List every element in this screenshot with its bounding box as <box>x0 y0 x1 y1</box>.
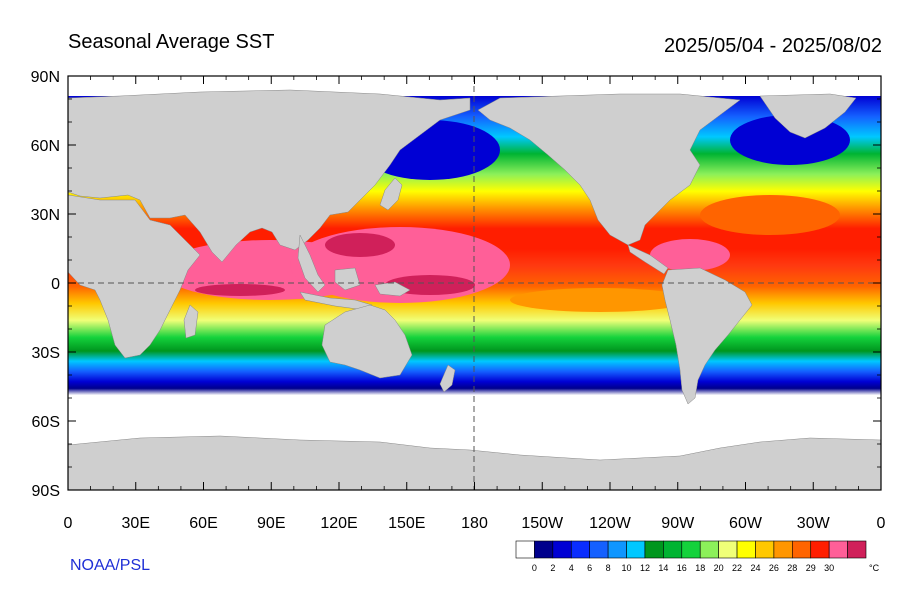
legend-level-label: 14 <box>658 563 668 573</box>
legend-level-label: 30 <box>824 563 834 573</box>
legend-level-label: 24 <box>750 563 760 573</box>
legend-level-label: 16 <box>677 563 687 573</box>
legend-level-label: 18 <box>695 563 705 573</box>
legend-level-label: 22 <box>732 563 742 573</box>
lon-tick-label: 60E <box>189 515 217 532</box>
legend-swatch <box>589 540 609 559</box>
legend-swatch <box>792 540 812 559</box>
legend-level-label: 0 <box>532 563 537 573</box>
lon-tick-label: 0 <box>877 515 886 532</box>
lon-tick-label: 0 <box>64 515 73 532</box>
legend-swatch <box>515 540 535 559</box>
legend-swatch <box>570 540 590 559</box>
date-range: 2025/05/04 - 2025/08/02 <box>664 35 882 57</box>
cold-tongue <box>510 288 690 312</box>
lon-tick-label: 90E <box>257 515 285 532</box>
legend-level-label: 12 <box>640 563 650 573</box>
map-title: Seasonal Average SST <box>68 31 275 53</box>
legend-level-label: 26 <box>769 563 779 573</box>
legend-swatch <box>847 540 867 559</box>
lat-tick-label: 90S <box>32 483 60 500</box>
legend-swatch <box>718 540 738 559</box>
legend-unit: °C <box>869 563 880 573</box>
lat-tick-label: 0 <box>51 276 60 293</box>
legend-level-label: 8 <box>606 563 611 573</box>
longitude-axis: 0 30E 60E 90E 120E 150E 180 150W 120W 90W 60W 30W 0 <box>64 76 886 532</box>
credit-label: NOAA/PSL <box>70 557 151 574</box>
lon-tick-label: 180 <box>461 515 488 532</box>
legend-level-label: 10 <box>622 563 632 573</box>
legend-swatch <box>552 540 572 559</box>
lon-tick-label: 30W <box>797 515 831 532</box>
lon-tick-label: 120W <box>589 515 632 532</box>
legend-swatch <box>607 540 627 559</box>
lat-tick-label: 60S <box>32 414 60 431</box>
legend-swatch <box>663 540 683 559</box>
lon-tick-label: 120E <box>320 515 357 532</box>
lon-tick-label: 150W <box>521 515 564 532</box>
legend-level-label: 29 <box>806 563 816 573</box>
legend-swatch <box>755 540 775 559</box>
lon-tick-label: 150E <box>388 515 425 532</box>
legend-swatch <box>828 540 848 559</box>
legend-swatch <box>810 540 830 559</box>
latitude-axis: 90N 60N 30N 0 30S 60S 90S <box>31 69 881 500</box>
legend-swatch <box>644 540 664 559</box>
legend-swatch <box>681 540 701 559</box>
lat-tick-label: 30N <box>31 207 60 224</box>
legend-swatch <box>736 540 756 559</box>
lon-tick-label: 30E <box>122 515 150 532</box>
legend-swatch <box>773 540 793 559</box>
lat-tick-label: 30S <box>32 345 60 362</box>
lon-tick-label: 60W <box>729 515 763 532</box>
lat-tick-label: 60N <box>31 138 60 155</box>
map-area <box>68 76 881 490</box>
legend-level-label: 4 <box>569 563 574 573</box>
land <box>68 89 881 490</box>
lat-tick-label: 90N <box>31 69 60 86</box>
legend-level-label: 2 <box>550 563 555 573</box>
gulf-stream <box>700 195 840 235</box>
legend-level-label: 6 <box>587 563 592 573</box>
legend-swatch <box>534 540 554 559</box>
legend-level-label: 20 <box>714 563 724 573</box>
lon-tick-label: 90W <box>661 515 695 532</box>
legend-level-label: 28 <box>787 563 797 573</box>
legend-swatch <box>699 540 719 559</box>
legend-swatch <box>626 540 646 559</box>
color-legend: 0 2 4 6 8 10 12 14 16 18 20 22 24 26 28 29 30 °C <box>515 540 880 573</box>
